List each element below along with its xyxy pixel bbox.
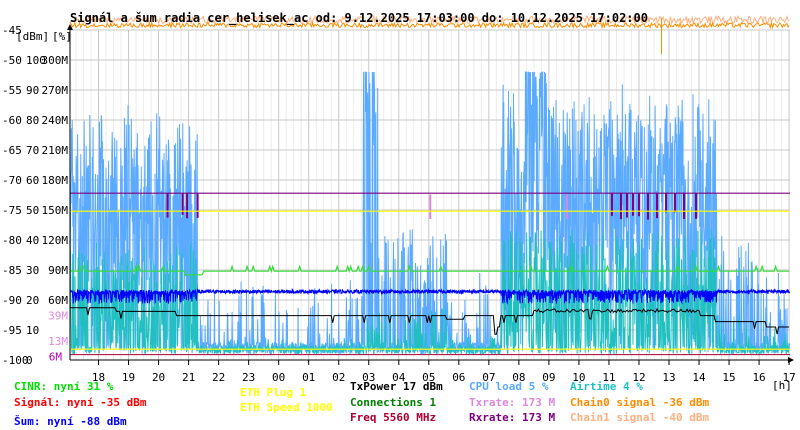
y-tick-label-dbm: -45	[2, 24, 22, 37]
chart-axes	[67, 24, 794, 365]
x-tick-label: 15	[722, 371, 735, 384]
legend-freq: Freq 5560 MHz	[350, 411, 437, 424]
y-tick-label-dbm: -50	[2, 54, 22, 67]
y-extra-label: 39M	[48, 310, 68, 323]
x-tick-label: 14	[692, 371, 706, 384]
y-tick-label-rate: 270M	[42, 84, 69, 97]
x-tick-label: 05	[422, 371, 435, 384]
y-tick-label-rate: 240M	[42, 114, 69, 127]
y-tick-label-pct: 70	[26, 144, 39, 157]
y-tick-label-rate: 180M	[42, 174, 69, 187]
legend-eth-plug: ETH Plug 1	[240, 386, 307, 399]
legend-eth-speed: ETH Speed 1000	[240, 401, 333, 414]
legend-airtime: Airtime 4 %	[570, 380, 643, 393]
y-extra-label: 13M	[48, 335, 68, 348]
y-tick-label-rate: 120M	[42, 234, 69, 247]
y-tick-label-rate: 210M	[42, 144, 69, 157]
legend-txpower: TxPower 17 dBm	[350, 380, 443, 393]
y-tick-label-pct: 40	[26, 234, 39, 247]
y-tick-label-rate: 60M	[48, 294, 68, 307]
y-tick-label-dbm: -70	[2, 174, 22, 187]
legend-chain1-signal: Chain1 signal -40 dBm	[570, 411, 710, 424]
x-tick-label: 13	[662, 371, 675, 384]
x-tick-label: 01	[302, 371, 315, 384]
x-tick-label: 06	[452, 371, 465, 384]
y-tick-label-dbm: -85	[2, 264, 22, 277]
x-tick-label: 02	[332, 371, 345, 384]
y-tick-label-pct: 80	[26, 114, 39, 127]
legend-cpu-load: CPU load 5 %	[469, 380, 549, 393]
legend-signal: Signál: nyní -35 dBm	[14, 396, 147, 409]
y-tick-label-dbm: -75	[2, 204, 22, 217]
series-txpower	[70, 307, 790, 335]
chart-title: Signál a šum radia cer_helisek_ac od: 9.…	[70, 11, 648, 25]
x-tick-label: 22	[212, 371, 225, 384]
x-tick-label: 16	[752, 371, 765, 384]
x-tick-label: 12	[632, 371, 645, 384]
y-tick-label-pct: 50	[26, 204, 39, 217]
x-tick-label: 17	[782, 371, 795, 384]
y-tick-label-pct: 60	[26, 174, 39, 187]
series-cinr	[70, 264, 790, 276]
chart-tick-labels: 18 19 20 21 22 23 00 01 02 03 04 05 06 07 08 09 10 11 12 13…	[2, 24, 796, 392]
y-tick-label-pct: 20	[26, 294, 39, 307]
y-tick-label-pct: 30	[26, 264, 39, 277]
x-unit-label: [h]	[772, 379, 792, 392]
x-tick-label: 20	[152, 371, 165, 384]
legend-txrate: Txrate: 173 M	[469, 396, 556, 409]
x-tick-label: 18	[92, 371, 105, 384]
legend-rxrate: Rxrate: 173 M	[469, 411, 556, 424]
y-tick-label-dbm: -90	[2, 294, 22, 307]
legend-cinr: CINR: nyní 31 %	[14, 380, 114, 393]
x-tick-label: 09	[542, 371, 555, 384]
x-tick-label: 03	[362, 371, 375, 384]
x-axis-arrow	[788, 357, 794, 363]
y-tick-label-rate: 150M	[42, 204, 69, 217]
y-unit-label: [dBm]	[16, 30, 49, 43]
y-axis-arrow	[67, 24, 73, 30]
y-tick-label-dbm: -95	[2, 324, 22, 337]
y-tick-label-dbm: -55	[2, 84, 22, 97]
legend-noise: Šum: nyní -88 dBm	[14, 415, 127, 428]
y-tick-label-pct: 10	[26, 324, 39, 337]
x-tick-label: 10	[572, 371, 585, 384]
y-tick-label-dbm: -100	[2, 354, 29, 367]
series-airtime	[69, 229, 791, 356]
x-tick-label: 04	[392, 371, 406, 384]
series-chain0-signal	[69, 20, 790, 30]
x-tick-label: 08	[512, 371, 525, 384]
y-unit-label-pct: [%]	[52, 30, 72, 43]
y-tick-label-dbm: -65	[2, 144, 22, 157]
x-tick-label: 00	[272, 371, 285, 384]
y-tick-label-pct: 0	[26, 354, 33, 367]
x-tick-label: 07	[482, 371, 495, 384]
x-tick-label: 23	[242, 371, 255, 384]
x-tick-label: 19	[122, 371, 135, 384]
y-tick-label-rate: 90M	[48, 264, 68, 277]
x-tick-label: 11	[602, 371, 615, 384]
series-cpu-load	[69, 71, 791, 356]
y-tick-label-dbm: -60	[2, 114, 22, 127]
x-tick-label: 21	[182, 371, 195, 384]
series-chain1-signal	[69, 14, 790, 26]
legend-chain0-signal: Chain0 signal -36 dBm	[570, 396, 710, 409]
y-tick-label-rate: 300M	[42, 54, 69, 67]
y-tick-label-pct: 100	[26, 54, 46, 67]
y-tick-label-pct: 90	[26, 84, 39, 97]
chart-traces	[69, 14, 791, 356]
legend-connections: Connections 1	[350, 396, 437, 409]
y-extra-label: 6M	[49, 350, 63, 363]
series-noise	[69, 287, 791, 305]
y-tick-label-dbm: -80	[2, 234, 22, 247]
